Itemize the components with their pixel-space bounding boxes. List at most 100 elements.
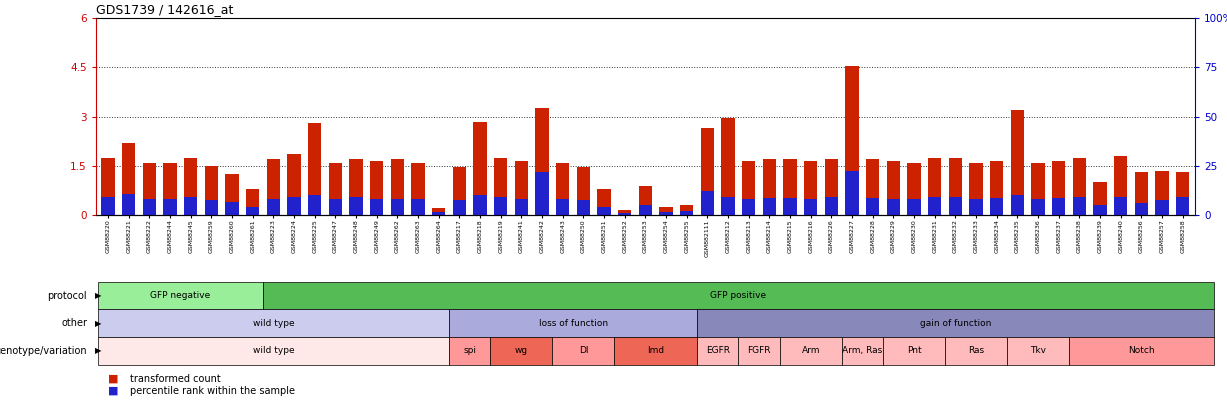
Bar [680,205,693,215]
Bar [825,159,838,215]
Bar [659,212,672,215]
Bar [287,197,301,215]
Bar [514,161,528,215]
Text: gain of function: gain of function [920,319,991,328]
Bar [1114,156,1128,215]
Bar [680,211,693,215]
Bar [390,159,404,215]
Bar [721,118,735,215]
Bar [1093,205,1107,215]
Text: GDS1739 / 142616_at: GDS1739 / 142616_at [96,3,233,16]
Bar [247,189,259,215]
Text: percentile rank within the sample: percentile rank within the sample [130,386,294,396]
Bar [329,198,342,215]
Text: Ras: Ras [968,346,984,355]
Bar [432,209,445,215]
Bar [763,198,777,215]
Bar [350,159,363,215]
Bar [474,195,487,215]
Text: Arm: Arm [801,346,820,355]
Bar [308,195,321,215]
Bar [907,198,920,215]
Bar [598,207,611,215]
Bar [1175,173,1189,215]
Bar [411,198,425,215]
Bar [577,200,590,215]
Bar [163,162,177,215]
Bar [556,162,569,215]
Bar [163,198,177,215]
Bar [1093,182,1107,215]
Bar [1114,197,1128,215]
Bar [804,161,817,215]
Text: other: other [61,318,87,328]
Bar [618,210,632,215]
Bar [453,168,466,215]
Text: Tkv: Tkv [1029,346,1047,355]
Bar [1135,173,1148,215]
Bar [494,197,508,215]
Bar [1032,162,1044,215]
Bar [742,161,756,215]
Bar [371,161,384,215]
Bar [121,143,135,215]
Bar [928,197,941,215]
Bar [598,189,611,215]
Bar [928,158,941,215]
Text: wild type: wild type [253,346,294,355]
Text: GFP positive: GFP positive [710,291,767,300]
Bar [990,161,1004,215]
Bar [659,207,672,215]
Bar [639,185,652,215]
Bar [866,198,880,215]
Bar [948,158,962,215]
Bar [618,213,632,215]
Text: genotype/variation: genotype/variation [0,346,87,356]
Bar [226,174,239,215]
Bar [701,128,714,215]
Bar [350,197,363,215]
Bar [142,162,156,215]
Bar [184,197,198,215]
Text: Arm, Ras: Arm, Ras [842,346,882,355]
Bar [1072,158,1086,215]
Text: ▶: ▶ [94,291,102,300]
Text: ■: ■ [108,374,119,384]
Text: Imd: Imd [647,346,664,355]
Text: Dl: Dl [579,346,588,355]
Bar [142,198,156,215]
Bar [329,162,342,215]
Text: wg: wg [515,346,528,355]
Bar [371,198,384,215]
Text: FGFR: FGFR [747,346,771,355]
Bar [1011,195,1025,215]
Bar [535,173,548,215]
Bar [287,154,301,215]
Text: EGFR: EGFR [706,346,730,355]
Text: GFP negative: GFP negative [151,291,211,300]
Bar [1072,197,1086,215]
Bar [494,158,508,215]
Bar [556,198,569,215]
Bar [266,198,280,215]
Text: spi: spi [464,346,476,355]
Bar [514,198,528,215]
Bar [887,198,901,215]
Bar [804,198,817,215]
Bar [969,198,983,215]
Bar [1135,202,1148,215]
Bar [121,194,135,215]
Bar [969,162,983,215]
Bar [266,159,280,215]
Bar [1052,161,1065,215]
Bar [205,166,218,215]
Bar [226,202,239,215]
Bar [990,198,1004,215]
Bar [1156,200,1169,215]
Bar [1156,171,1169,215]
Text: transformed count: transformed count [130,374,221,384]
Bar [845,66,859,215]
Text: ▶: ▶ [94,319,102,328]
Bar [1052,198,1065,215]
Bar [866,159,880,215]
